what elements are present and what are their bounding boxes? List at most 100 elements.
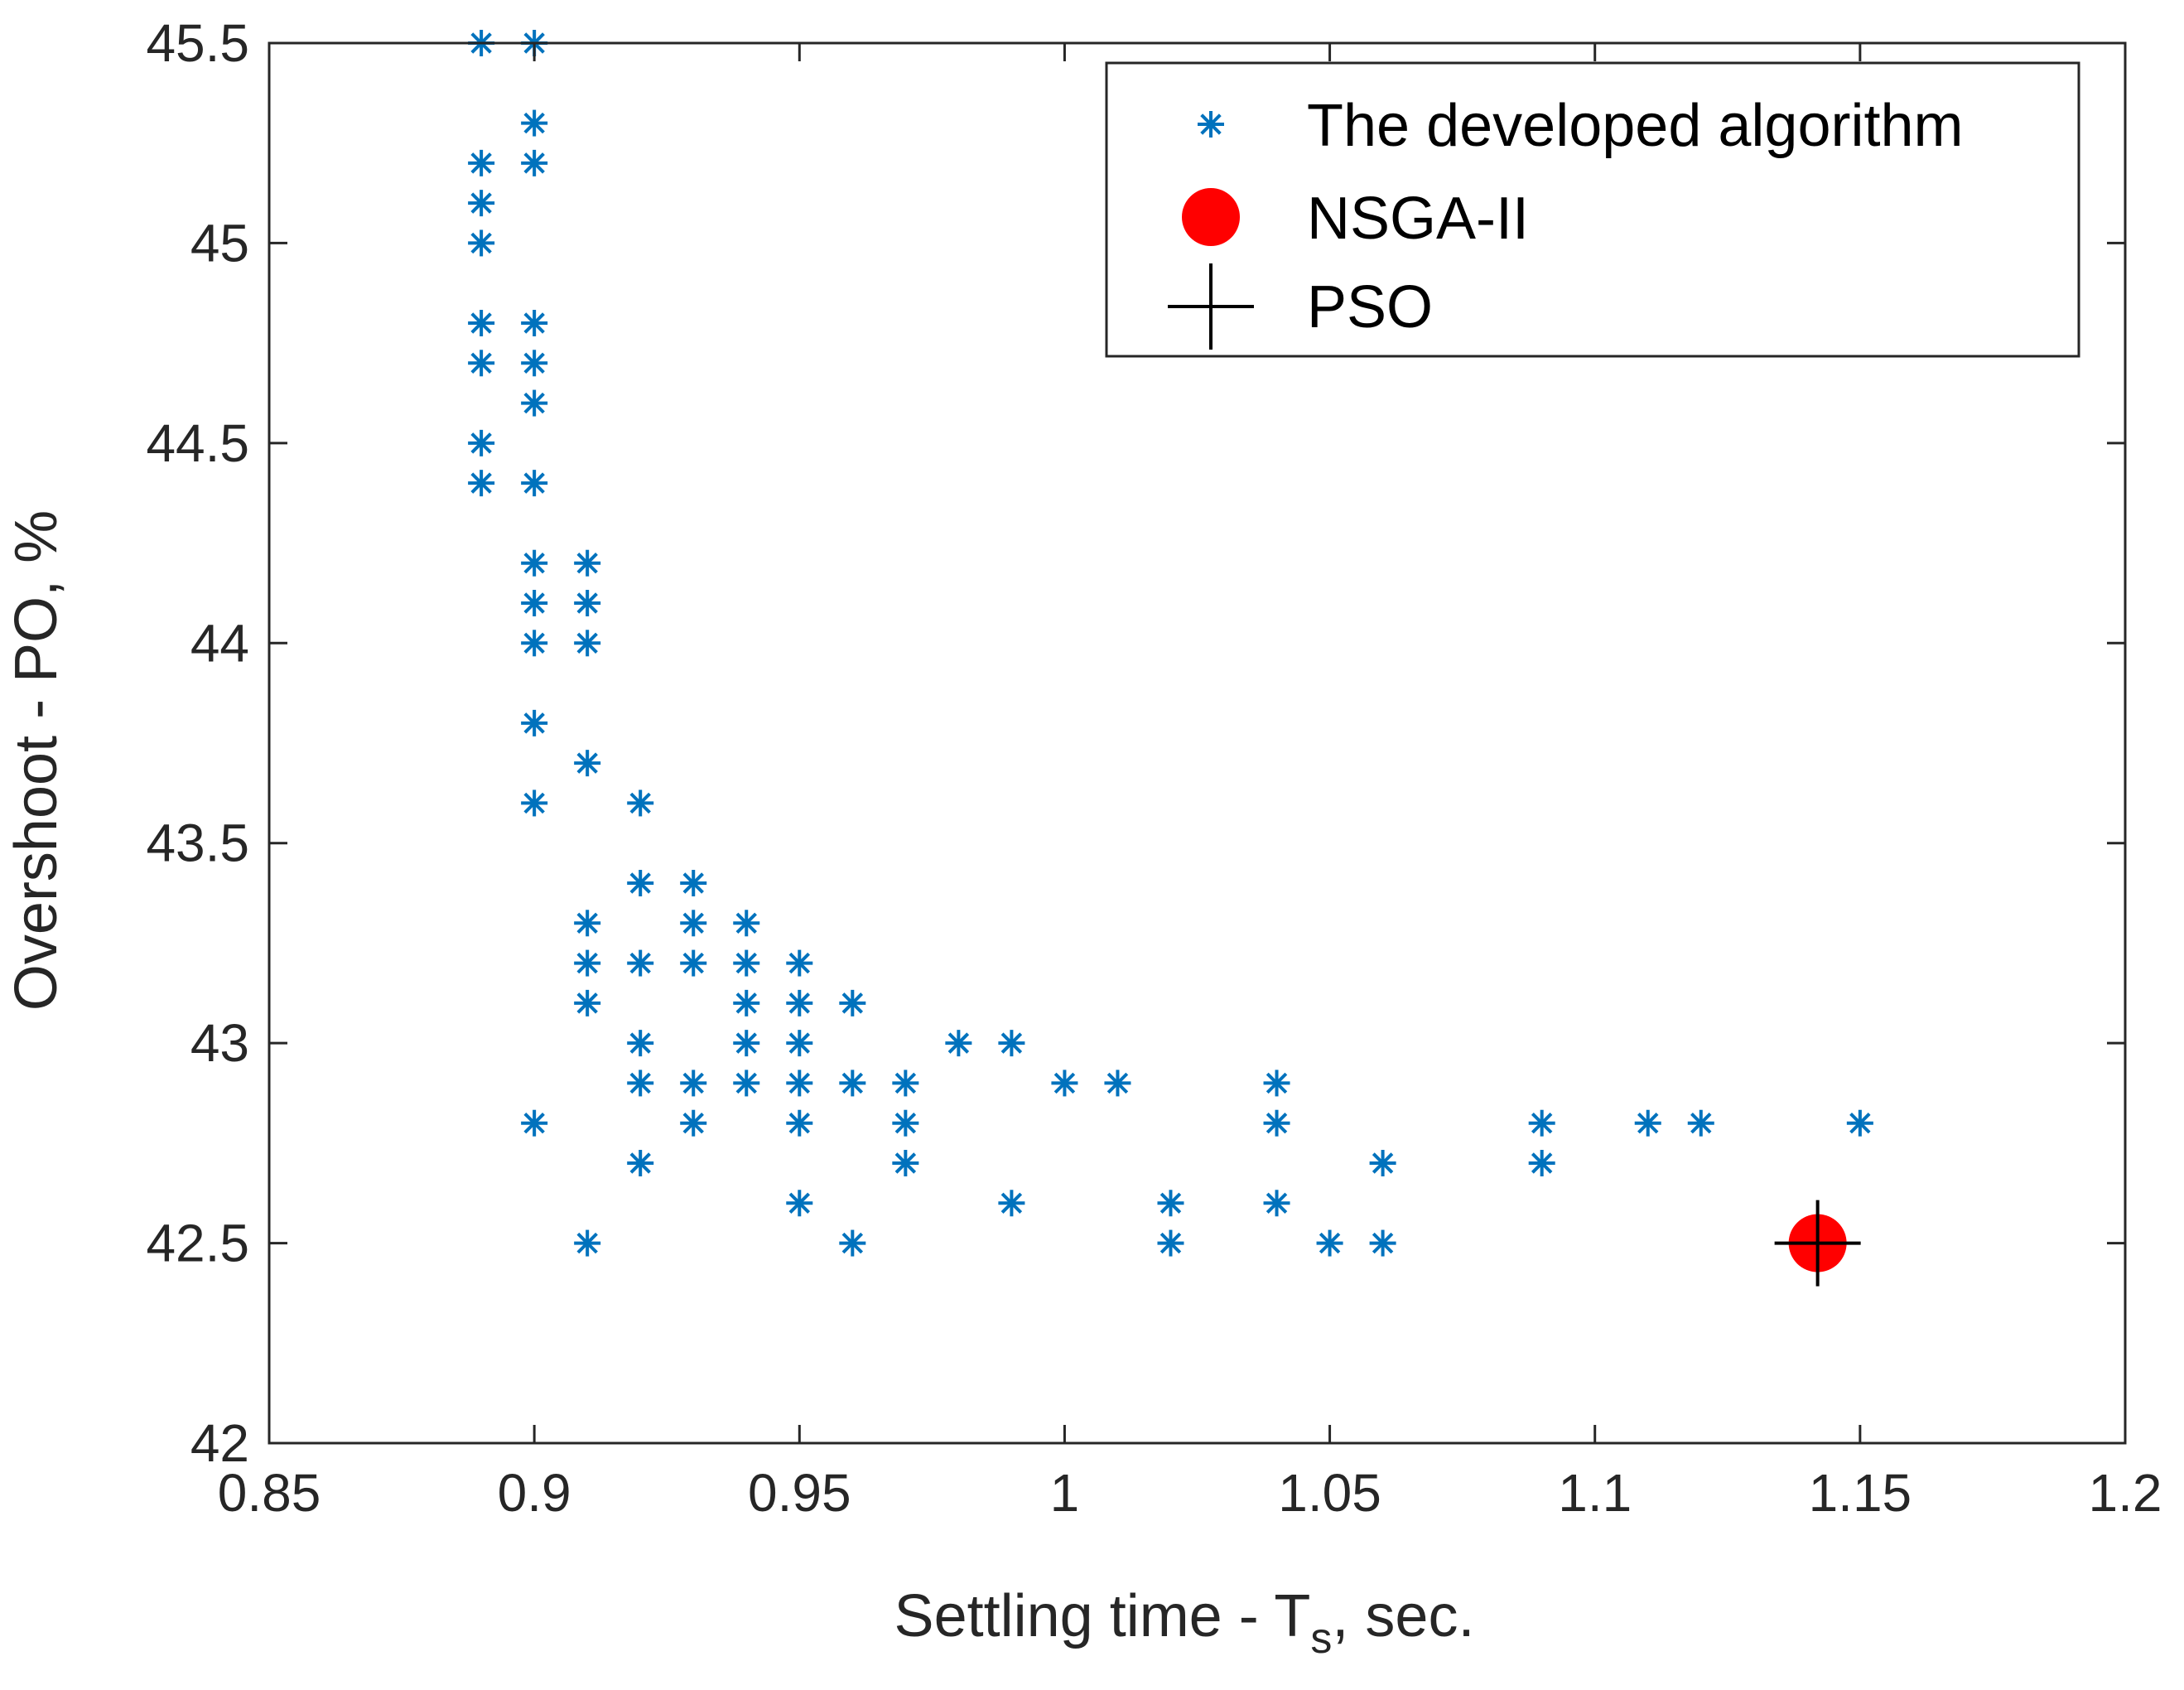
developed-algorithm-point: [1157, 1190, 1184, 1217]
x-tick-label: 0.95: [748, 1463, 851, 1523]
developed-algorithm-point: [733, 989, 760, 1016]
developed-algorithm-point: [468, 470, 495, 497]
developed-algorithm-point: [521, 310, 548, 336]
developed-algorithm-point: [1369, 1150, 1396, 1176]
developed-algorithm-point: [521, 590, 548, 616]
developed-algorithm-point: [468, 149, 495, 176]
x-tick-label: 0.9: [498, 1463, 571, 1523]
developed-algorithm-point: [786, 1070, 813, 1097]
developed-algorithm-point: [1263, 1190, 1290, 1217]
developed-algorithm-point: [892, 1150, 919, 1176]
y-tick-label: 45: [190, 213, 249, 273]
developed-algorithm-point: [521, 549, 548, 577]
x-axis-label-main: Settling time - T: [894, 1583, 1311, 1649]
developed-algorithm-point: [733, 910, 760, 937]
developed-algorithm-point: [521, 149, 548, 176]
legend: The developed algorithm NSGA-II PSO: [1105, 61, 2080, 358]
legend-symbol-circle: [1182, 188, 1240, 246]
x-tick-label: 1.15: [1809, 1463, 1912, 1523]
x-axis-label: Settling time - Ts, sec.: [894, 1583, 1475, 1663]
developed-algorithm-point: [786, 989, 813, 1016]
developed-algorithm-point: [521, 1109, 548, 1137]
developed-algorithm-point: [786, 1190, 813, 1217]
developed-algorithm-point: [574, 989, 601, 1016]
axes: 0.85 0.9 0.95 1 1.05 1.1 1.15 1.2 42 42.5 43 43.5 44…: [146, 13, 2162, 1523]
developed-algorithm-point: [574, 590, 601, 616]
developed-algorithm-point: [733, 1030, 760, 1057]
developed-algorithm-point: [839, 1070, 866, 1097]
developed-algorithm-point: [574, 630, 601, 657]
legend-symbol-asterisk: [1198, 111, 1224, 138]
legend-entry-nsga-ii: NSGA-II: [1307, 186, 1529, 252]
y-tick-label: 42.5: [146, 1214, 249, 1273]
developed-algorithm-point: [998, 1190, 1025, 1217]
y-tick-label: 44.5: [146, 413, 249, 473]
developed-algorithm-point: [786, 1030, 813, 1057]
developed-algorithm-point: [1634, 1109, 1661, 1137]
developed-algorithm-point: [892, 1109, 919, 1137]
developed-algorithm-point: [1263, 1109, 1290, 1137]
developed-algorithm-point: [521, 470, 548, 497]
developed-algorithm-point: [1528, 1109, 1555, 1137]
data-marks: [468, 30, 1873, 1287]
legend-entry-developed-algorithm: The developed algorithm: [1307, 93, 1964, 159]
developed-algorithm-point: [627, 1030, 654, 1057]
developed-algorithm-point: [574, 910, 601, 937]
y-tick-label: 43.5: [146, 814, 249, 873]
x-tick-label: 1: [1050, 1463, 1080, 1523]
developed-algorithm-point: [1846, 1109, 1873, 1137]
developed-algorithm-point: [627, 789, 654, 817]
developed-algorithm-point: [1316, 1229, 1343, 1257]
y-tick-label: 44: [190, 613, 249, 673]
developed-algorithm-point: [627, 1070, 654, 1097]
developed-algorithm-point: [627, 1150, 654, 1176]
legend-box: [1105, 61, 2080, 358]
developed-algorithm-point: [468, 190, 495, 217]
plot-area-frame: [268, 41, 2127, 1445]
developed-algorithm-point: [680, 910, 707, 937]
developed-algorithm-point: [1104, 1070, 1131, 1097]
x-tick-label: 1.05: [1278, 1463, 1381, 1523]
developed-algorithm-point: [945, 1030, 972, 1057]
legend-plus-mark: [1168, 263, 1254, 350]
developed-algorithm-point: [1263, 1070, 1290, 1097]
developed-algorithm-point: [680, 1070, 707, 1097]
developed-algorithm-point: [521, 630, 548, 657]
developed-algorithm-point: [1051, 1070, 1078, 1097]
y-tick-label: 42: [190, 1413, 249, 1473]
developed-algorithm-point: [521, 109, 548, 137]
developed-algorithm-point: [627, 870, 654, 896]
developed-algorithm-point: [521, 389, 548, 417]
x-tick-label: 0.85: [218, 1463, 321, 1523]
developed-algorithm-point: [786, 1109, 813, 1137]
legend-circle-mark: [1182, 188, 1240, 246]
x-tick-label: 1.1: [1558, 1463, 1632, 1523]
developed-algorithm-point: [627, 949, 654, 977]
developed-algorithm-point: [468, 229, 495, 257]
developed-algorithm-point: [1369, 1229, 1396, 1257]
developed-algorithm-point: [521, 789, 548, 817]
legend-asterisk-mark: [1198, 111, 1224, 138]
developed-algorithm-point: [733, 1070, 760, 1097]
developed-algorithm-point: [1528, 1150, 1555, 1176]
legend-symbol-plus: [1168, 263, 1254, 350]
developed-algorithm-point: [680, 870, 707, 896]
developed-algorithm-point: [733, 949, 760, 977]
developed-algorithm-point: [574, 549, 601, 577]
developed-algorithm-point: [892, 1070, 919, 1097]
x-tick-label: 1.2: [2089, 1463, 2162, 1523]
developed-algorithm-point: [998, 1030, 1025, 1057]
developed-algorithm-point: [839, 1229, 866, 1257]
developed-algorithm-point: [1687, 1109, 1714, 1137]
developed-algorithm-point: [786, 949, 813, 977]
developed-algorithm-point: [839, 989, 866, 1016]
developed-algorithm-point: [680, 949, 707, 977]
developed-algorithm-point: [680, 1109, 707, 1137]
y-tick-label: 43: [190, 1013, 249, 1073]
x-axis-label-suffix: , sec.: [1332, 1583, 1474, 1649]
developed-algorithm-point: [574, 750, 601, 777]
developed-algorithm-point: [574, 1229, 601, 1257]
developed-algorithm-point: [521, 709, 548, 736]
pso-point: [1774, 1200, 1861, 1287]
developed-algorithm-point: [468, 350, 495, 377]
